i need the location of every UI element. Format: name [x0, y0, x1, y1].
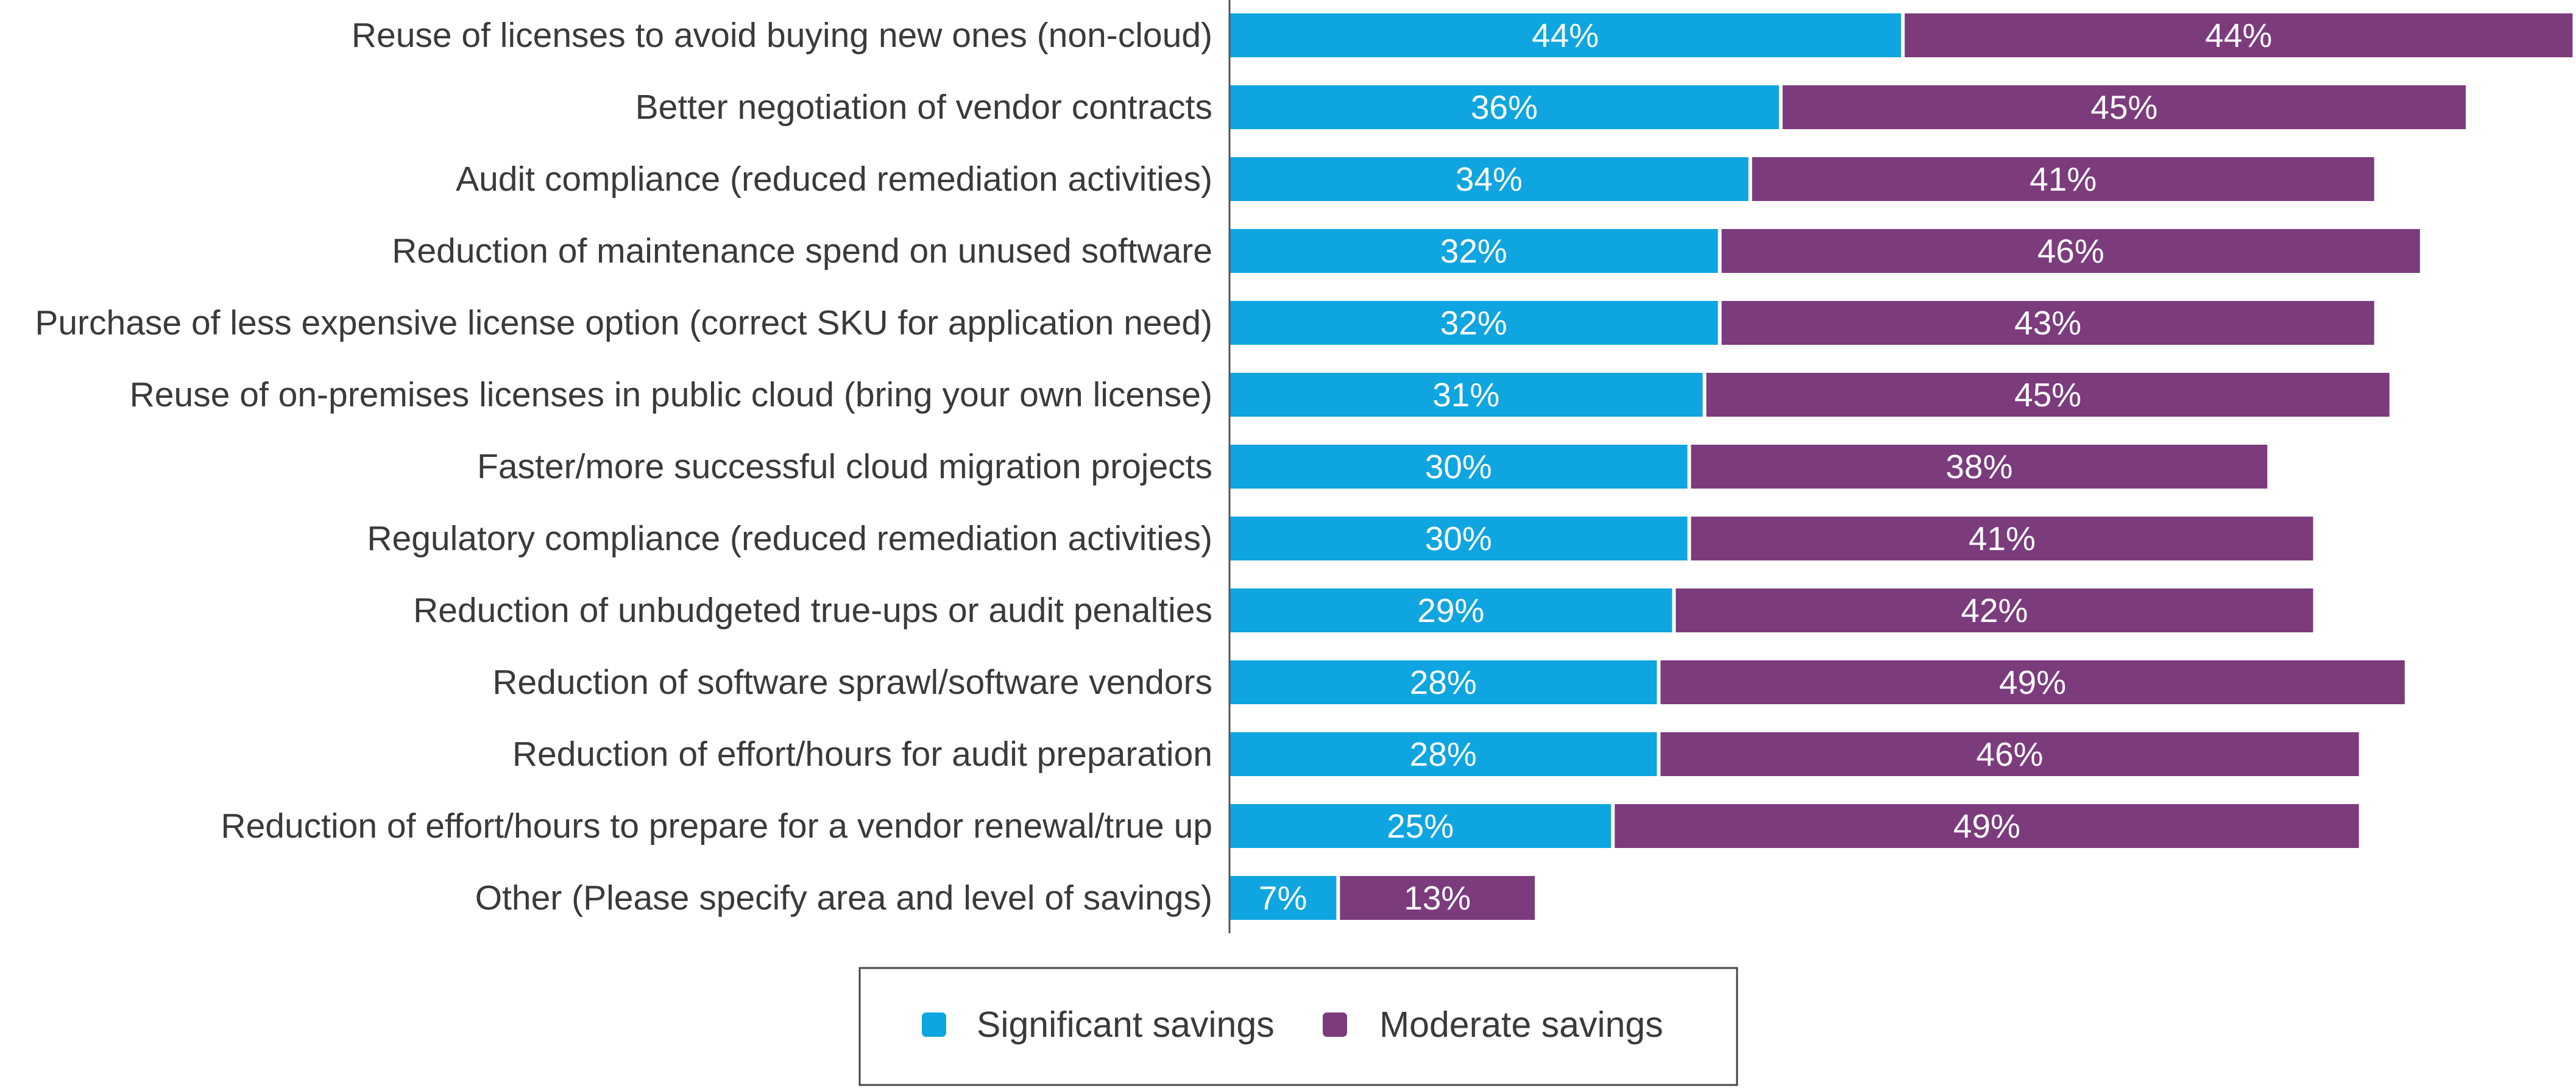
bar-moderate: [1905, 13, 2573, 57]
category-label: Reduction of software sprawl/software ve…: [492, 663, 1212, 702]
bar-moderate: [1660, 732, 2359, 776]
bar-significant: [1230, 588, 1672, 632]
bar-moderate: [1675, 588, 2313, 632]
bar-value-label: 34%: [1456, 160, 1523, 198]
bar-value-label: 42%: [1961, 592, 2028, 629]
bar-significant: [1230, 445, 1688, 489]
bar-moderate: [1721, 301, 2374, 345]
category-label: Reuse of licenses to avoid buying new on…: [352, 16, 1212, 55]
category-labels: Reuse of licenses to avoid buying new on…: [35, 16, 1212, 917]
bar-value-label: 30%: [1425, 448, 1492, 486]
legend: Significant savings Moderate savings: [858, 967, 1738, 1086]
bar-moderate: [1660, 660, 2405, 704]
bar-value-label: 28%: [1410, 663, 1477, 701]
bar-value-label: 49%: [1953, 807, 2020, 845]
bar-significant: [1230, 660, 1657, 704]
category-label: Reduction of effort/hours to prepare for…: [221, 807, 1212, 846]
bar-value-label: 30%: [1425, 520, 1492, 557]
bar-value-label: 46%: [2037, 232, 2104, 270]
category-label: Reuse of on-premises licenses in public …: [130, 375, 1212, 414]
category-label: Other (Please specify area and level of …: [475, 878, 1212, 917]
bar-value-label: 32%: [1440, 304, 1507, 342]
bar-value-label: 13%: [1404, 879, 1471, 917]
bar-value-label: 41%: [1969, 520, 2036, 557]
bar-value-label: 29%: [1417, 592, 1484, 629]
bar-value-label: 38%: [1945, 448, 2012, 486]
bar-moderate: [1340, 876, 1535, 920]
bar-value-label: 44%: [1532, 16, 1599, 54]
bar-significant: [1230, 804, 1612, 848]
category-label: Reduction of effort/hours for audit prep…: [512, 735, 1212, 774]
bar-moderate: [1752, 157, 2374, 201]
bar-moderate: [1706, 373, 2390, 417]
category-label: Purchase of less expensive license optio…: [35, 303, 1212, 342]
bar-significant: [1230, 229, 1718, 273]
bar-significant: [1230, 373, 1703, 417]
category-label: Audit compliance (reduced remediation ac…: [456, 160, 1212, 199]
bar-significant: [1230, 517, 1688, 560]
bar-significant: [1230, 157, 1749, 201]
legend-label: Moderate savings: [1379, 1005, 1663, 1045]
legend-box: [858, 967, 1738, 1086]
bar-value-label: 25%: [1387, 807, 1454, 845]
bar-significant: [1230, 301, 1718, 345]
bar-moderate: [1721, 229, 2420, 273]
bar-value-label: 46%: [1976, 735, 2043, 773]
category-label: Better negotiation of vendor contracts: [635, 88, 1212, 127]
legend-swatch: [922, 1012, 946, 1037]
bar-value-label: 49%: [1999, 663, 2066, 701]
category-label: Reduction of unbudgeted true-ups or audi…: [413, 591, 1212, 630]
category-label: Regulatory compliance (reduced remediati…: [367, 519, 1212, 558]
bar-value-label: 36%: [1471, 88, 1538, 126]
bar-significant: [1230, 732, 1657, 776]
bars: [1230, 13, 2573, 920]
bar-significant: [1230, 13, 1902, 57]
bar-value-label: 45%: [2014, 376, 2081, 414]
bar-value-label: 7%: [1259, 879, 1307, 917]
bar-value-label: 31%: [1432, 376, 1499, 414]
category-label: Faster/more successful cloud migration p…: [477, 447, 1212, 486]
data-labels: 44% 44% 36% 45% 34% 41% 32% 46% 32% 43% 31% 45% 30% 3…: [1259, 16, 2272, 917]
bar-moderate: [1691, 445, 2268, 489]
legend-label: Significant savings: [977, 1005, 1275, 1045]
bar-significant: [1230, 876, 1337, 920]
bar-value-label: 43%: [2014, 304, 2081, 342]
bar-value-label: 28%: [1410, 735, 1477, 773]
bar-moderate: [1782, 85, 2466, 129]
bar-value-label: 44%: [2205, 16, 2272, 54]
legend-swatch: [1323, 1012, 1347, 1037]
bar-moderate: [1691, 517, 2313, 560]
bar-value-label: 32%: [1440, 232, 1507, 270]
bar-significant: [1230, 85, 1779, 129]
bar-value-label: 41%: [2029, 160, 2097, 198]
bar-moderate: [1615, 804, 2359, 848]
category-label: Reduction of maintenance spend on unused…: [392, 231, 1212, 270]
bar-value-label: 45%: [2090, 88, 2157, 126]
